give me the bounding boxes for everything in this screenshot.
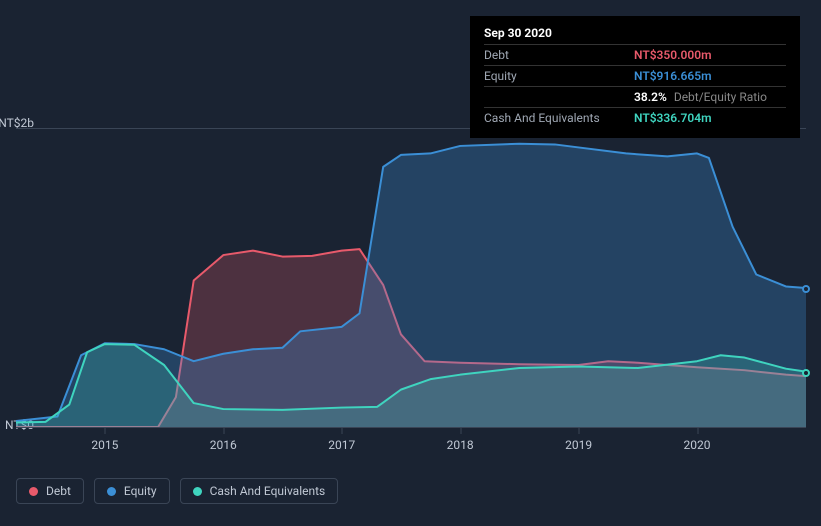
- tooltip-title: Sep 30 2020: [484, 26, 786, 44]
- tooltip-value: NT$350.000m: [634, 48, 712, 62]
- legend-dot: [29, 487, 38, 496]
- end-marker-equity: [802, 285, 810, 293]
- x-tick: 2019: [565, 438, 592, 452]
- tooltip-label: Debt: [484, 48, 634, 62]
- legend-dot: [193, 487, 202, 496]
- legend-label: Equity: [124, 484, 157, 498]
- legend-label: Debt: [46, 484, 71, 498]
- x-tick: 2020: [684, 438, 711, 452]
- x-tick: 2018: [447, 438, 474, 452]
- legend-dot: [107, 487, 116, 496]
- x-axis: 2015 2016 2017 2018 2019 2020: [16, 432, 806, 452]
- chart-plot[interactable]: [16, 128, 806, 428]
- tooltip-extra: Debt/Equity Ratio: [671, 90, 767, 104]
- tooltip-value: NT$916.665m: [634, 69, 712, 83]
- end-marker-cash: [802, 369, 810, 377]
- tooltip-label: [484, 90, 634, 104]
- tooltip-label: Equity: [484, 69, 634, 83]
- chart-tooltip: Sep 30 2020 DebtNT$350.000mEquityNT$916.…: [470, 16, 800, 138]
- tooltip-value: NT$336.704m: [634, 111, 712, 125]
- legend-item-equity[interactable]: Equity: [94, 478, 170, 504]
- legend-label: Cash And Equivalents: [210, 484, 326, 498]
- x-tick: 2016: [210, 438, 237, 452]
- legend-item-cash-and-equivalents[interactable]: Cash And Equivalents: [180, 478, 339, 504]
- tooltip-row: 38.2% Debt/Equity Ratio: [484, 86, 786, 107]
- x-tick: 2015: [91, 438, 118, 452]
- tooltip-row: DebtNT$350.000m: [484, 44, 786, 65]
- tooltip-value: 38.2% Debt/Equity Ratio: [634, 90, 767, 104]
- tooltip-row: EquityNT$916.665m: [484, 65, 786, 86]
- tooltip-row: Cash And EquivalentsNT$336.704m: [484, 107, 786, 128]
- legend: Debt Equity Cash And Equivalents: [16, 478, 338, 504]
- tooltip-label: Cash And Equivalents: [484, 111, 634, 125]
- legend-item-debt[interactable]: Debt: [16, 478, 84, 504]
- x-tick: 2017: [328, 438, 355, 452]
- chart-container: NT$2b NT$0 201520162017201820192020: [16, 120, 806, 440]
